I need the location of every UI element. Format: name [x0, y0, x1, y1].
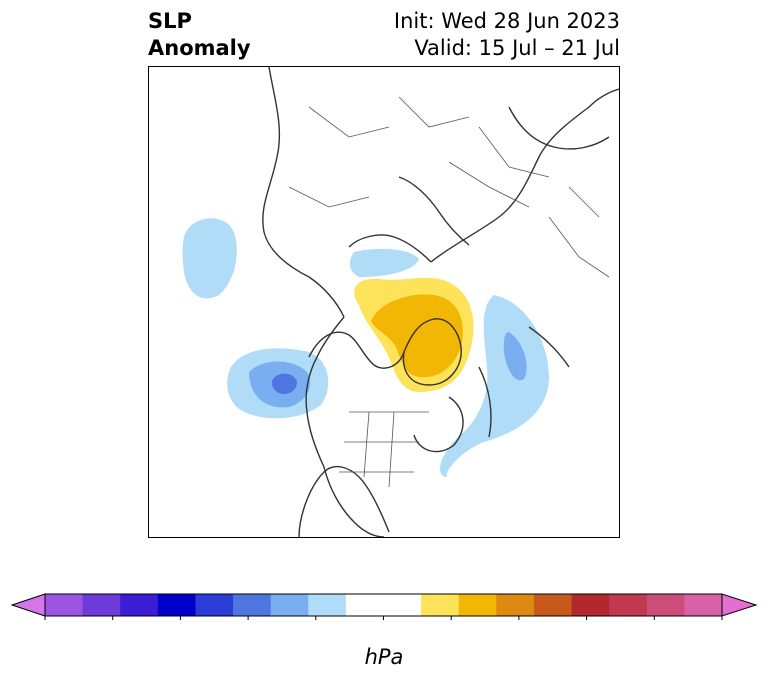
- init-date: Init: Wed 28 Jun 2023: [393, 9, 620, 33]
- negative-anomaly-pacific-core: [271, 373, 297, 394]
- colorbar-segment: [45, 594, 84, 616]
- political-borders: [288, 96, 610, 488]
- colorbar-segment: [82, 594, 121, 616]
- colorbar-tick-label: 4: [514, 623, 524, 625]
- colorbar-ticks: -10 -8 -6 -4 -2 0 2 4 6 8 10: [33, 616, 732, 625]
- colorbar-tick-label: 2: [446, 623, 456, 625]
- colorbar-tick-label: 8: [650, 623, 660, 625]
- colorbar-units: hPa: [364, 645, 404, 669]
- colorbar-segment: [684, 594, 723, 616]
- colorbar-segment: [157, 594, 196, 616]
- colorbar-segment: [195, 594, 234, 616]
- colorbar-tick-label: -4: [241, 623, 256, 625]
- colorbar-segment: [609, 594, 648, 616]
- valid-range: Valid: 15 Jul – 21 Jul: [414, 36, 620, 60]
- colorbar-tick-label: -2: [308, 623, 323, 625]
- colorbar-segment: [270, 594, 309, 616]
- colorbar-segment: [345, 594, 384, 616]
- colorbar-extend-min: [10, 593, 46, 617]
- map-title-line2: Anomaly: [148, 36, 251, 60]
- colorbar-segment: [646, 594, 685, 616]
- positive-anomaly-inner: [371, 294, 463, 378]
- anomaly-fills: [182, 218, 549, 477]
- colorbar-segment: [458, 594, 497, 616]
- colorbar-extend-max: [721, 593, 758, 617]
- colorbar-tick-label: 0: [379, 623, 389, 625]
- colorbar-tick-label: 6: [582, 623, 592, 625]
- colorbar-segments: [10, 593, 758, 617]
- negative-anomaly-atlantic: [440, 295, 549, 477]
- map-panel: [148, 66, 620, 538]
- colorbar-tick-label: 10: [712, 623, 731, 625]
- colorbar-tick-label: -6: [173, 623, 188, 625]
- coastlines: [262, 67, 619, 537]
- negative-anomaly-aleutian-small: [182, 218, 237, 299]
- forecast-dates: Init: Wed 28 Jun 2023 Valid: 15 Jul – 21…: [394, 8, 620, 62]
- colorbar-segment: [120, 594, 159, 616]
- colorbar-segment: [383, 594, 422, 616]
- colorbar: -10 -8 -6 -4 -2 0 2 4 6 8 10: [10, 593, 758, 625]
- colorbar-segment: [571, 594, 610, 616]
- map-title: SLP Anomaly: [148, 8, 251, 62]
- anomaly-map: [182, 67, 619, 537]
- map-title-line1: SLP: [148, 9, 192, 33]
- colorbar-tick-label: -10: [33, 623, 58, 625]
- colorbar-tick-label: -8: [105, 623, 120, 625]
- colorbar-segment: [233, 594, 272, 616]
- colorbar-segment: [496, 594, 535, 616]
- colorbar-segment: [308, 594, 347, 616]
- negative-anomaly-atlantic-core: [503, 332, 527, 381]
- colorbar-segment: [421, 594, 460, 616]
- colorbar-segment: [533, 594, 573, 616]
- negative-anomaly-siberia: [349, 248, 419, 277]
